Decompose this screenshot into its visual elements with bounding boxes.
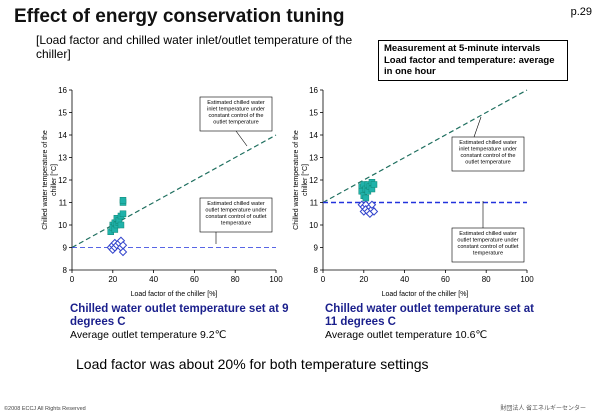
page-number: p.29 xyxy=(570,6,592,18)
chart-1-caption-title: Chilled water outlet temperature set at … xyxy=(70,303,289,328)
chart-2-estimated-inlet-line xyxy=(322,89,528,204)
chart-2-inlet-point xyxy=(362,194,370,202)
chart-1-inlet-point xyxy=(117,221,125,229)
chart-2-x-tick-label: 60 xyxy=(441,275,450,284)
chart-2-y-tick-label: 13 xyxy=(309,154,318,163)
chart-1-inlet-annotation-pointer xyxy=(235,130,248,147)
chart-2-y-tick-label: 11 xyxy=(310,199,319,208)
chart-1-y-tick-label: 15 xyxy=(58,109,67,118)
chart-2-caption: Chilled water outlet temperature set at … xyxy=(325,303,545,341)
chart-2-outlet-point xyxy=(367,200,377,209)
chart-1-outlet-annotation: Estimated chilled water outlet temperatur… xyxy=(205,201,267,227)
chart-2: 8 9 10 11 12 13 14 15 16 0 20 40 60 80 100 Load factor … xyxy=(293,86,534,298)
chart-2-y-tick-label: 9 xyxy=(314,244,319,253)
chart-2-inlet-point xyxy=(370,181,378,188)
chart-1-y-tick-label: 9 xyxy=(63,244,68,253)
chart-1-caption-average: Average outlet temperature 9.2℃ xyxy=(70,329,227,341)
chart-1-x-tick-label: 0 xyxy=(70,275,75,284)
chart-1-y-tick-label: 16 xyxy=(58,86,67,95)
note-line-1: Measurement at 5-minute intervals xyxy=(384,43,541,54)
chart-1-outlet-annotation-box xyxy=(199,197,273,233)
chart-2-outlet-point xyxy=(369,207,379,216)
chart-1-x-axis-label: Load factor of the chiller [%] xyxy=(131,291,218,298)
chart-2-inlet-annotation-box xyxy=(451,136,525,172)
note-line-2: Load factor and temperature: average in … xyxy=(384,54,555,78)
chart-2-y-axis-label: Chilled water temperature of the chiller … xyxy=(293,130,309,230)
chart-2-x-tick-label: 20 xyxy=(359,275,368,284)
organization-logo: 財団法人 省エネルギーセンター xyxy=(500,406,586,412)
chart-1-x-tick-label: 100 xyxy=(269,275,283,284)
chart-2-caption-title: Chilled water outlet temperature set at … xyxy=(325,303,534,328)
chart-1-inlet-point xyxy=(119,210,127,217)
chart-2-x-tick-label: 100 xyxy=(520,275,534,284)
chart-1-inlet-point xyxy=(119,197,127,204)
chart-1-caption: Chilled water outlet temperature set at … xyxy=(70,303,290,341)
chart-1-x-tick-label: 60 xyxy=(190,275,199,284)
conclusion-text: Load factor was about 20% for both tempe… xyxy=(76,356,429,372)
chart-1-y-tick-label: 14 xyxy=(58,131,67,140)
chart-1-y-tick-label: 10 xyxy=(58,221,67,230)
chart-2-y-tick-label: 8 xyxy=(314,266,319,275)
page-title: Effect of energy conservation tuning xyxy=(14,6,345,27)
chart-2-outlet-annotation: Estimated chilled water outlet temperatur… xyxy=(457,231,519,257)
measurement-note: Measurement at 5-minute intervals Load f… xyxy=(378,40,568,81)
chart-2-inlet-annotation: Estimated chilled water inlet temperature… xyxy=(459,140,517,166)
chart-2-y-tick-label: 10 xyxy=(309,221,318,230)
chart-1-y-axis-label: Chilled water temperature of the chiller … xyxy=(42,130,58,230)
chart-2-x-axis-label: Load factor of the chiller [%] xyxy=(382,291,469,298)
chart-1-outlet-point xyxy=(118,247,128,257)
chart-1-y-tick-label: 13 xyxy=(58,154,67,163)
subtitle: [Load factor and chilled water inlet/out… xyxy=(36,33,353,61)
chart-2-x-tick-label: 0 xyxy=(321,275,326,284)
chart-1-y-tick-label: 11 xyxy=(59,199,68,208)
chart-1-x-tick-label: 20 xyxy=(108,275,117,284)
chart-2-caption-average: Average outlet temperature 10.6℃ xyxy=(325,329,488,341)
chart-2-y-tick-label: 15 xyxy=(309,109,318,118)
chart-2-inlet-annotation-pointer xyxy=(473,116,482,138)
chart-2-y-tick-label: 16 xyxy=(309,86,318,95)
chart-2-y-tick-label: 12 xyxy=(309,176,318,185)
chart-1-inlet-annotation: Estimated chilled water inlet temperature… xyxy=(207,100,265,126)
chart-2-x-tick-label: 80 xyxy=(482,275,491,284)
chart-2-x-tick-label: 40 xyxy=(400,275,409,284)
copyright: ©2008 ECCJ All Rights Reserved xyxy=(4,406,86,412)
chart-1-y-tick-label: 8 xyxy=(63,266,68,275)
chart-2-y-tick-label: 14 xyxy=(309,131,318,140)
chart-1-x-tick-label: 40 xyxy=(149,275,158,284)
chart-2-outlet-annotation-box xyxy=(451,227,525,263)
chart-1-y-tick-label: 12 xyxy=(58,176,67,185)
chart-1: 8 9 10 11 12 13 14 15 16 0 20 40 60 80 100 Load factor … xyxy=(42,86,283,298)
chart-1-x-tick-label: 80 xyxy=(231,275,240,284)
chart-1-estimated-inlet-line xyxy=(71,134,277,249)
chart-1-inlet-annotation-box xyxy=(199,96,273,132)
